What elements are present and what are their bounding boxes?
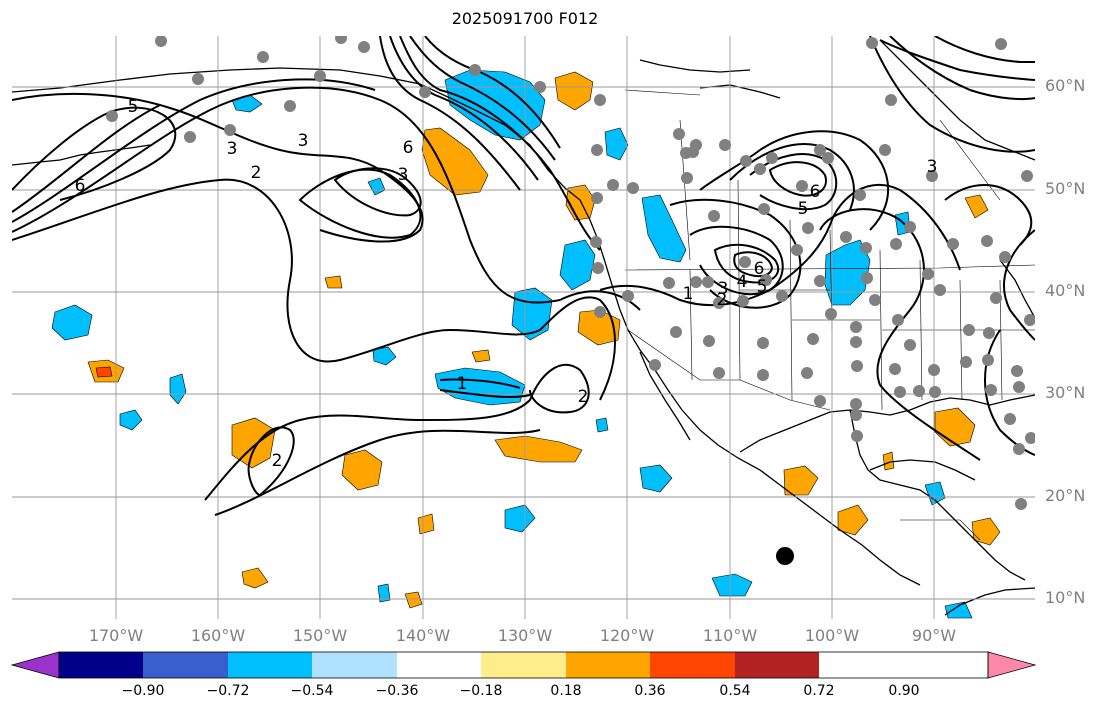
contour-label: 2 — [272, 451, 283, 471]
blue-blob-pacific7 — [711, 573, 753, 597]
contour-label: 5 — [798, 199, 809, 219]
blue-blob-pacific5 — [372, 346, 397, 366]
colorbar-tick-label: 0.90 — [888, 683, 920, 699]
colorbar-tick-label: 0.54 — [719, 683, 751, 699]
longitude-label: 140°W — [395, 626, 451, 645]
contour-label: 6 — [75, 176, 86, 196]
longitude-label: 150°W — [292, 626, 348, 645]
station-markers — [106, 36, 1035, 510]
blue-blob-pacific1 — [51, 304, 93, 341]
orange-blob-gulf — [421, 127, 489, 196]
contour-label: 3 — [298, 131, 309, 151]
contour-label: 5 — [128, 97, 139, 117]
orange-blob-small1 — [471, 349, 491, 363]
colorbar-tick-label: 0.72 — [803, 683, 835, 699]
longitude-label: 120°W — [599, 626, 655, 645]
orange-blob-gulfsmall — [882, 451, 895, 471]
latitude-label: 60°N — [1045, 76, 1086, 95]
longitude-label: 100°W — [804, 626, 860, 645]
blue-blob-small3 — [595, 417, 609, 433]
storm-center-marker — [776, 547, 794, 565]
contour-label: 3 — [718, 279, 729, 299]
contour-label: 2 — [578, 387, 589, 407]
colorbar-tick-label: −0.72 — [206, 683, 250, 699]
map-title: 2025091700 F012 — [451, 9, 599, 28]
latitude-label: 50°N — [1045, 179, 1086, 198]
blue-blob-small2 — [377, 583, 391, 603]
contour-label: 1 — [457, 374, 468, 394]
contour-label: 3 — [927, 157, 938, 177]
contour-label: 5 — [757, 277, 768, 297]
orange-blob-pacific4 — [494, 435, 583, 463]
longitude-label: 130°W — [497, 626, 553, 645]
contour-label: 6 — [810, 182, 821, 202]
latitude-label: 10°N — [1045, 588, 1086, 607]
contour-label: 6 — [754, 259, 765, 279]
blue-blob-cal — [559, 239, 596, 291]
latitude-label: 20°N — [1045, 486, 1086, 505]
graticule — [12, 36, 1035, 619]
latitude-label: 30°N — [1045, 383, 1086, 402]
orange-blob-gulf-mx — [783, 465, 819, 496]
colorbar-tick-label: −0.90 — [121, 683, 165, 699]
orange-blob-canada — [554, 71, 594, 111]
blue-blob-mexico1 — [639, 464, 673, 493]
blue-blob-pacific3 — [119, 409, 143, 431]
orange-blob-pacific6 — [241, 567, 269, 589]
contour-label: 4 — [737, 272, 748, 292]
orange-blob-central-am — [837, 504, 869, 536]
longitude-label: 170°W — [88, 626, 144, 645]
blue-blob-oregon — [641, 194, 687, 263]
contour-label: 3 — [398, 165, 409, 185]
contour-label: 6 — [403, 138, 414, 158]
red-core-pacific1 — [95, 366, 113, 378]
coastlines — [12, 39, 1035, 616]
latitude-label: 40°N — [1045, 281, 1086, 300]
contour-label: 3 — [227, 139, 238, 159]
orange-blob-pacific3 — [341, 449, 383, 491]
blue-blob-caribbean — [924, 481, 946, 506]
orange-blob-small3 — [404, 591, 423, 609]
orange-blob-small2 — [324, 275, 343, 289]
blue-blob-bc — [604, 127, 629, 161]
colorbar-tick-label: 0.36 — [634, 683, 666, 699]
contour-label: 2 — [251, 163, 262, 183]
contour-label: 1 — [683, 284, 694, 304]
longitude-label: 160°W — [190, 626, 246, 645]
orange-blob-pacific5 — [417, 513, 435, 535]
blue-blob-pacific2 — [169, 373, 187, 405]
orange-blob-east — [964, 194, 989, 219]
contour-lines — [12, 36, 1035, 516]
longitude-label: 90°W — [911, 626, 957, 645]
contour-label: 2 — [717, 290, 728, 310]
colorbar-tick-label: −0.36 — [375, 683, 419, 699]
colorbar-tick-label: 0.18 — [550, 683, 582, 699]
blue-blob-pacific6 — [504, 504, 536, 533]
colorbar-tick-label: −0.54 — [290, 683, 334, 699]
orange-blob-carib1 — [971, 517, 1001, 546]
longitude-label: 110°W — [702, 626, 758, 645]
colorbar-tick-label: −0.18 — [459, 683, 503, 699]
